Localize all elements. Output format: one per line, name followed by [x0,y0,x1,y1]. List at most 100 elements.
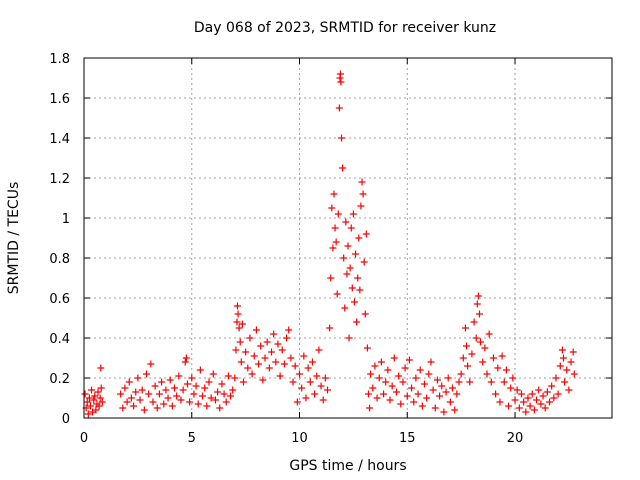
data-point [234,310,242,318]
data-point [233,302,241,310]
data-point [306,378,314,386]
data-point [455,378,463,386]
data-point [94,388,102,396]
data-point [250,352,258,360]
data-point [92,406,100,414]
data-point [556,362,564,370]
data-point [177,396,185,404]
data-point [173,392,181,400]
y-tick-label: 0.2 [49,372,70,387]
data-point [436,392,444,400]
data-point [423,394,431,402]
data-point [354,274,362,282]
y-tick-label: 1.8 [49,52,70,67]
data-point [395,372,403,380]
data-point [289,378,297,386]
x-axis-label: GPS time / hours [289,458,406,474]
data-point [194,400,202,408]
data-point [433,376,441,384]
data-point [227,392,235,400]
data-point [558,346,566,354]
data-point [487,378,495,386]
data-point [97,364,105,372]
data-point [554,390,562,398]
data-point [327,274,335,282]
data-point [263,338,271,346]
data-point [203,402,211,410]
data-point [164,394,172,402]
data-point [291,362,299,370]
data-point [319,396,327,404]
data-point [267,348,275,356]
data-point [513,386,521,394]
data-point [304,364,312,372]
data-point [528,390,536,398]
data-point [298,384,306,392]
data-point [265,364,273,372]
data-point [444,374,452,382]
data-point [123,398,131,406]
data-point [561,378,569,386]
data-point [211,396,219,404]
data-point [468,350,476,358]
x-tick-label: 20 [507,431,524,446]
data-point [472,334,480,342]
data-point [181,358,189,366]
data-point [366,404,374,412]
data-point [492,390,500,398]
data-point [475,310,483,318]
data-point [373,394,381,402]
data-point [261,354,269,362]
data-point [88,386,96,394]
y-tick-label: 0.8 [49,252,70,267]
data-point [500,378,508,386]
data-point [507,384,515,392]
data-point [358,178,366,186]
data-points [81,70,578,418]
data-point [168,402,176,410]
data-point [252,326,260,334]
data-point [380,390,388,398]
data-point [233,318,241,326]
data-point [224,372,232,380]
data-point [526,402,534,410]
data-point [449,384,457,392]
data-point [127,394,135,402]
data-point [353,318,361,326]
data-point [431,404,439,412]
data-point [96,394,104,402]
data-point [390,354,398,362]
data-point [362,230,370,238]
data-point [86,402,94,410]
data-point [367,370,375,378]
data-point [317,382,325,390]
plot-frame [83,57,613,419]
data-point [343,270,351,278]
data-point [341,304,349,312]
data-point [466,378,474,386]
data-point [363,344,371,352]
data-point [214,388,222,396]
data-point [346,264,354,272]
data-point [248,370,256,378]
data-point [338,134,346,142]
data-point [524,394,532,402]
data-point [315,346,323,354]
data-point [283,334,291,342]
data-point [199,392,207,400]
y-tick-label: 0.4 [49,332,70,347]
data-point [496,398,504,406]
data-point [550,394,558,402]
data-point [324,386,332,394]
y-tick-label: 0.6 [49,292,70,307]
data-point [186,398,194,406]
data-point [345,334,353,342]
data-point [541,404,549,412]
y-axis-label: SRMTID / TECUs [6,182,22,295]
data-point [145,390,153,398]
data-point [255,360,263,368]
data-point [334,210,342,218]
data-point [347,224,355,232]
y-tick-label: 1 [62,212,70,227]
